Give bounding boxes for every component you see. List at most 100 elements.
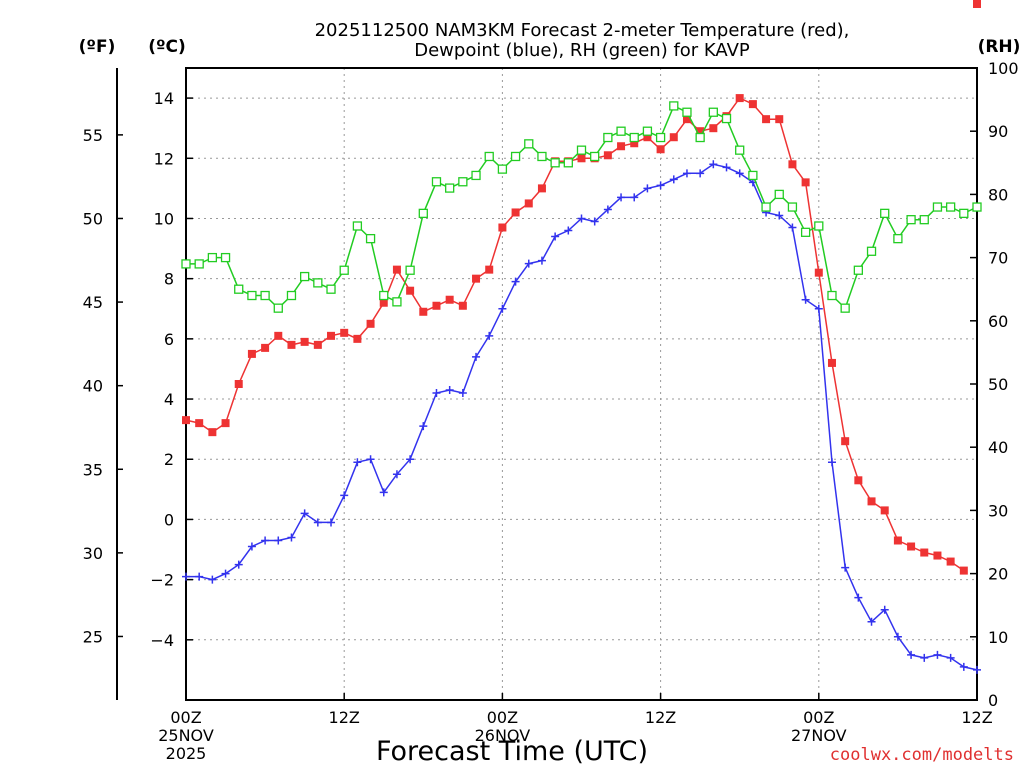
data-point: [365, 233, 376, 244]
data-point: [576, 145, 587, 155]
plot-frame: [185, 67, 978, 701]
data-point: [945, 202, 956, 212]
x-tick-label: 00Z: [170, 708, 201, 727]
data-point: [919, 215, 929, 225]
fahrenheit-tick-label: 45: [83, 293, 103, 312]
data-point: [234, 284, 244, 294]
data-point: [788, 223, 797, 232]
data-point: [220, 252, 231, 263]
fahrenheit-tick-label: 35: [83, 460, 103, 479]
data-point: [208, 428, 217, 437]
data-point: [866, 246, 877, 256]
data-point: [735, 145, 745, 155]
data-point: [617, 193, 626, 202]
data-point: [814, 268, 823, 277]
data-point: [300, 337, 309, 346]
celsius-tick-label: 8: [164, 270, 174, 289]
data-point: [761, 202, 771, 212]
data-point: [655, 132, 666, 143]
data-point: [247, 542, 256, 551]
data-point: [959, 208, 969, 219]
rh-tick-label: 0: [988, 691, 998, 710]
data-point: [537, 184, 546, 193]
data-point: [682, 115, 691, 124]
data-point: [643, 184, 652, 193]
data-point: [286, 290, 297, 301]
chart-title-line2: Dewpoint (blue), RH (green) for KAVP: [414, 40, 750, 61]
data-point: [524, 139, 534, 149]
data-point: [537, 256, 546, 265]
data-point: [590, 217, 599, 226]
data-point: [563, 158, 573, 168]
data-point: [775, 211, 784, 220]
rh-axis-label: (RH): [978, 37, 1021, 57]
data-point: [551, 232, 560, 241]
data-point: [445, 386, 454, 395]
data-point: [880, 605, 889, 614]
data-point: [511, 208, 520, 217]
fahrenheit-tick-label: 55: [83, 126, 103, 145]
x-tick-label: 2025: [166, 744, 207, 763]
data-point: [946, 557, 955, 566]
data-point: [485, 265, 494, 274]
data-point: [445, 295, 454, 304]
celsius-tick-label: 6: [164, 330, 174, 349]
data-point: [261, 536, 270, 545]
data-point: [800, 227, 811, 237]
celsius-tick-label: −2: [150, 571, 174, 590]
fahrenheit-tick-label: 50: [83, 209, 103, 228]
data-point: [498, 223, 507, 232]
data-point: [933, 551, 942, 560]
rh-tick-label: 80: [988, 185, 1008, 204]
data-point: [327, 518, 336, 527]
data-point: [432, 389, 441, 398]
x-tick-label: 00Z: [803, 708, 834, 727]
data-point: [933, 650, 942, 659]
data-point: [287, 533, 296, 542]
data-point: [432, 301, 441, 310]
x-tick-label: 12Z: [961, 708, 992, 727]
series-line: [185, 97, 965, 572]
data-point: [221, 569, 230, 578]
data-point: [182, 572, 190, 581]
data-point: [445, 183, 455, 193]
data-point: [392, 470, 401, 479]
data-point: [299, 271, 310, 282]
data-point: [893, 536, 902, 545]
data-point: [973, 0, 981, 8]
data-point: [234, 380, 243, 388]
rh-tick-label: 100: [988, 59, 1019, 78]
data-point: [762, 115, 771, 124]
data-point: [695, 132, 705, 143]
data-point: [630, 139, 639, 148]
data-point: [748, 100, 757, 109]
data-point: [497, 164, 508, 174]
data-point: [946, 653, 955, 662]
data-point: [195, 419, 204, 428]
credit-text: coolwx.com/modelts: [830, 745, 1014, 765]
data-point: [458, 177, 468, 187]
data-point: [841, 563, 850, 572]
data-point: [722, 163, 731, 172]
data-point: [485, 331, 494, 340]
data-point: [287, 340, 296, 349]
data-point: [353, 458, 362, 467]
data-point: [472, 274, 481, 283]
chart-title-line1: 2025112500 NAM3KM Forecast 2-meter Tempe…: [315, 20, 850, 41]
data-point: [339, 265, 349, 275]
data-point: [696, 127, 705, 136]
data-point: [656, 145, 665, 154]
data-point: [195, 572, 204, 581]
data-point: [498, 304, 507, 313]
data-point: [313, 340, 322, 349]
data-point: [880, 208, 890, 219]
data-point: [392, 297, 402, 307]
data-point: [814, 304, 823, 313]
rh-tick-label: 40: [988, 438, 1008, 457]
celsius-tick-label: 2: [164, 450, 174, 469]
data-point: [577, 214, 586, 223]
data-point: [682, 169, 691, 178]
data-point: [340, 328, 349, 337]
data-point: [313, 278, 323, 288]
x-tick-label: 00Z: [487, 708, 518, 727]
